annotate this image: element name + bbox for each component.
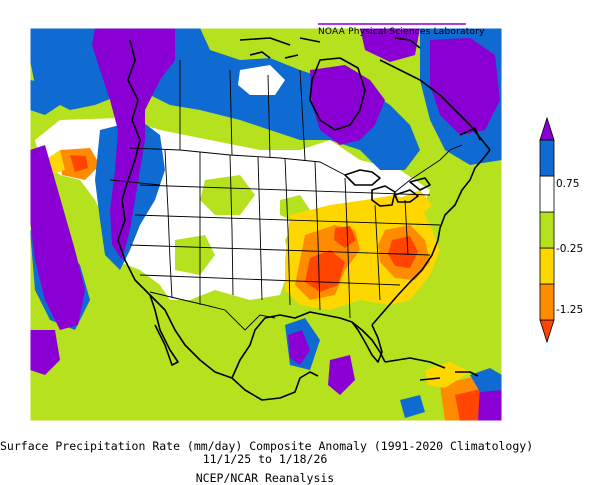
anomaly-blue-zone: [470, 368, 502, 392]
colorbar-tip-high: [539, 116, 555, 141]
anomaly-yellow-zone: [395, 190, 432, 218]
colorbar-label-mid: -0.25: [556, 243, 584, 255]
caption-title: Surface Precipitation Rate (mm/day) Comp…: [0, 439, 534, 453]
anomaly-red-core: [388, 236, 418, 268]
colorbar: [539, 116, 555, 344]
colorbar-segment: [539, 283, 555, 321]
anomaly-purple-zone: [328, 355, 355, 395]
caption-dates: 11/1/25 to 1/18/26: [202, 452, 328, 466]
colorbar-segment: [539, 211, 555, 249]
anomaly-purple-zone: [30, 145, 85, 330]
colorbar-segment: [539, 247, 555, 285]
coastlines: [117, 37, 491, 401]
colorbar-segment: [539, 175, 555, 213]
anomaly-white-zone: [238, 65, 285, 95]
political-borders: [109, 60, 463, 331]
anomaly-green-pocket: [175, 235, 215, 275]
caption-source: NCEP/NCAR Reanalysis: [195, 471, 335, 485]
colorbar-label-low: -1.25: [556, 304, 584, 316]
anomaly-purple-zone: [430, 38, 500, 135]
anomaly-blue-zone: [30, 80, 60, 115]
anomaly-purple-zone: [288, 330, 310, 365]
anomaly-red-core: [334, 226, 356, 248]
anomaly-purple-zone: [30, 330, 60, 375]
anomaly-purple-zone: [92, 28, 175, 260]
colorbar-tip-low: [539, 319, 555, 344]
lab-title: NOAA Physical Sciences Laboratory: [318, 27, 485, 37]
colorbar-label-high: 0.75: [556, 178, 580, 190]
anomaly-purple-zone: [360, 28, 420, 62]
anomaly-map: [30, 28, 502, 421]
anomaly-yellow-zone: [425, 362, 470, 388]
anomaly-green-pocket: [200, 175, 255, 215]
map-frame: [29, 27, 503, 422]
anomaly-red-core: [70, 155, 88, 172]
colorbar-segment: [539, 139, 555, 177]
anomaly-blue-zone: [400, 395, 425, 418]
